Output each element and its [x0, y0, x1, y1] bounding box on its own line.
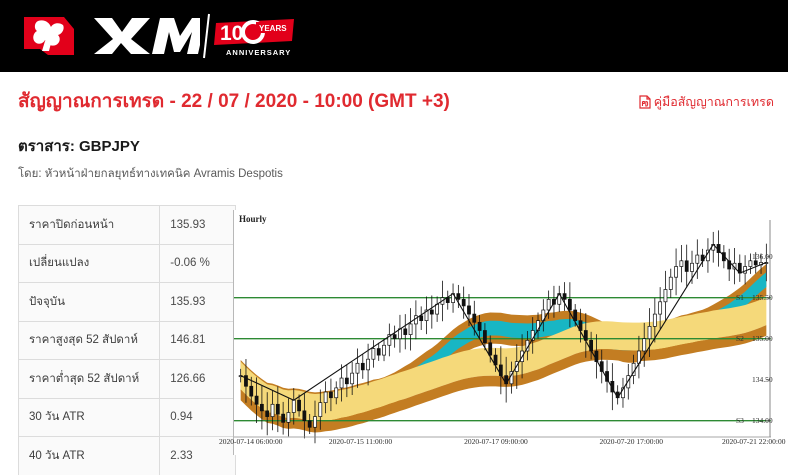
stat-value: 0.94	[159, 397, 236, 437]
stat-label: ราคาปิดก่อนหน้า	[17, 205, 161, 245]
page-title: สัญญาณการเทรด - 22 / 07 / 2020 - 10:00 (…	[18, 91, 450, 112]
signal-guide-link[interactable]: คู่มือสัญญาณการเทรด	[639, 92, 774, 112]
svg-text:ANNIVERSARY: ANNIVERSARY	[226, 48, 291, 57]
site-header-bar: 10 YEARS ANNIVERSARY	[0, 0, 788, 72]
y-axis-tick-label: 135.00	[752, 333, 773, 343]
table-row: ราคาต่ำสุด 52 สัปดาห์ 126.66	[17, 359, 236, 399]
title-row: สัญญาณการเทรด - 22 / 07 / 2020 - 10:00 (…	[0, 72, 788, 118]
x-axis-tick-label: 2020-07-15 11:00:00	[328, 437, 393, 446]
stat-value: 146.81	[159, 320, 236, 360]
svg-text:YEARS: YEARS	[259, 24, 287, 33]
x-axis-tick-label: 2020-07-21 22:00:00	[721, 437, 786, 446]
stat-label: ปัจจุบัน	[17, 282, 161, 322]
table-row: ปัจจุบัน 135.93	[17, 282, 236, 322]
logo-divider-icon	[203, 13, 210, 59]
signal-guide-label: คู่มือสัญญาณการเทรด	[653, 95, 774, 109]
x-axis-tick-label: 2020-07-17 09:00:00	[464, 437, 528, 446]
stat-label: 30 วัน ATR	[17, 397, 161, 437]
chart-timeframe-label: Hourly	[239, 214, 267, 224]
chart-x-axis: 2020-07-14 06:00:00 2020-07-15 11:00:00 20…	[219, 437, 785, 453]
x-axis-tick-label: 2020-07-14 06:00:00	[219, 437, 283, 446]
stat-label: 40 วัน ATR	[17, 436, 161, 475]
stat-label: ราคาต่ำสุด 52 สัปดาห์	[17, 359, 161, 399]
table-row: ราคาปิดก่อนหน้า 135.93	[17, 205, 236, 245]
support-level-label: S3	[736, 415, 744, 425]
author-byline: โดย: หัวหน้าฝ่ายกลยุทธ์ทางเทคนิค Avramis…	[18, 168, 283, 180]
stat-label: เปลี่ยนแปลง	[17, 243, 161, 283]
x-axis-tick-label: 2020-07-20 17:00:00	[599, 437, 664, 446]
chart-y-axis: 136.00 135.50 135.00 134.50 134.00	[752, 210, 788, 440]
xm-wordmark	[94, 18, 200, 54]
y-axis-tick-label: 134.00	[752, 415, 773, 425]
support-level-label: S1	[736, 292, 744, 302]
instrument-stats-table: ราคาปิดก่อนหน้า 135.93 เปลี่ยนแปลง -0.06…	[17, 205, 236, 475]
stat-value: 126.66	[159, 359, 236, 399]
stat-label: ราคาสูงสุด 52 สัปดาห์	[17, 320, 161, 360]
y-axis-tick-label: 134.50	[752, 374, 773, 384]
stats-table-body: ราคาปิดก่อนหน้า 135.93 เปลี่ยนแปลง -0.06…	[17, 205, 236, 475]
anniversary-badge-icon: 10 YEARS ANNIVERSARY	[214, 19, 294, 57]
table-row: เปลี่ยนแปลง -0.06 %	[17, 243, 236, 283]
table-row: 30 วัน ATR 0.94	[17, 397, 236, 437]
stat-value: 2.33	[159, 436, 236, 475]
price-chart[interactable]: Hourly	[233, 210, 771, 455]
support-level-label: S2	[736, 333, 744, 343]
stat-value: 135.93	[159, 282, 236, 322]
table-row: ราคาสูงสุด 52 สัปดาห์ 146.81	[17, 320, 236, 360]
pdf-icon	[639, 95, 651, 109]
svg-text:10: 10	[220, 22, 243, 45]
chart-support-labels: S1 S2 S3	[736, 210, 754, 440]
table-row: 40 วัน ATR 2.33	[17, 436, 236, 475]
stat-value: -0.06 %	[159, 243, 236, 283]
y-axis-tick-label: 136.00	[752, 251, 773, 261]
stat-value: 135.93	[159, 205, 236, 245]
instrument-title: ตราสาร: GBPJPY	[18, 138, 140, 155]
y-axis-tick-label: 135.50	[752, 292, 773, 302]
bull-logo-icon	[24, 17, 74, 55]
chart-canvas	[234, 220, 771, 444]
xm-logo[interactable]: 10 YEARS ANNIVERSARY	[18, 8, 298, 64]
